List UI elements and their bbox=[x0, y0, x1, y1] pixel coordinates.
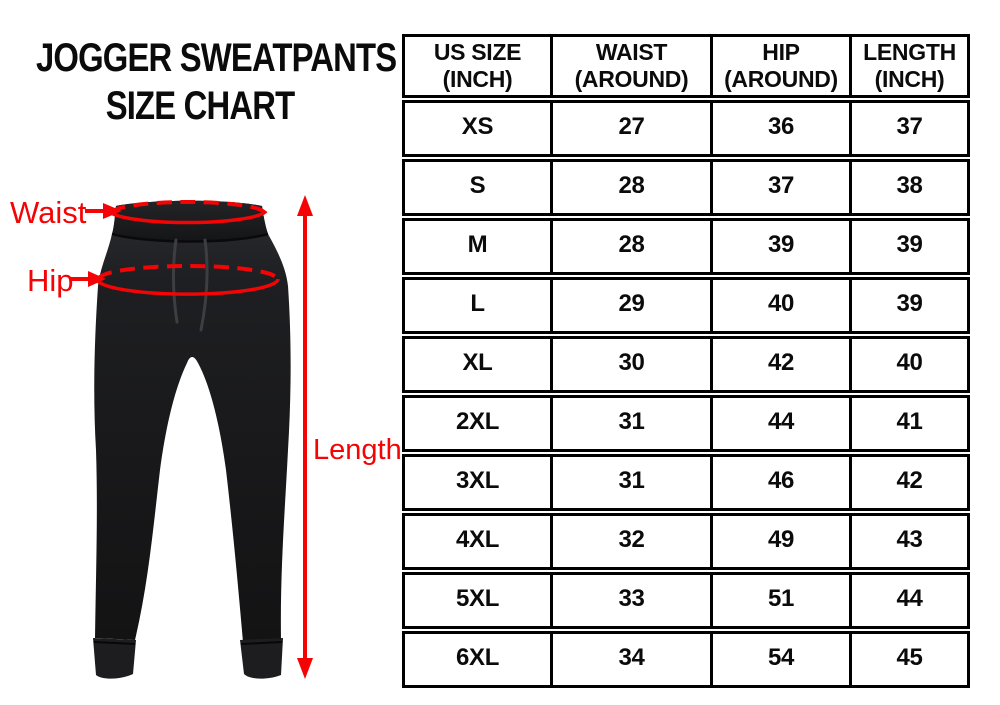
hip-ellipse-solid bbox=[95, 278, 280, 296]
waist-cell: 33 bbox=[553, 575, 713, 626]
hip-cell: 42 bbox=[713, 339, 852, 390]
pants-illustration bbox=[93, 200, 291, 679]
length-label: Length bbox=[313, 434, 400, 466]
table-row: S 28 37 38 bbox=[402, 159, 970, 216]
header-waist: WAIST (AROUND) bbox=[553, 37, 713, 95]
waist-cell: 34 bbox=[553, 634, 713, 685]
size-cell: 3XL bbox=[405, 457, 553, 508]
length-cell: 45 bbox=[896, 644, 923, 671]
waist-cell: 30 bbox=[553, 339, 713, 390]
size-cell: L bbox=[405, 280, 553, 331]
table-row: M 28 39 39 bbox=[402, 218, 970, 275]
header-length-line2: (INCH) bbox=[874, 66, 945, 92]
length-cell: 43 bbox=[896, 526, 923, 553]
size-cell: S bbox=[405, 162, 553, 213]
size-cell: 4XL bbox=[405, 516, 553, 567]
size-cell: 5XL bbox=[405, 575, 553, 626]
hip-cell: 36 bbox=[713, 103, 852, 154]
hip-cell: 54 bbox=[713, 634, 852, 685]
waist-ellipse-solid bbox=[107, 209, 268, 225]
header-waist-line2: (AROUND) bbox=[574, 66, 689, 92]
pants-body bbox=[94, 200, 291, 642]
drawstring-right-icon bbox=[199, 238, 209, 332]
waist-cell: 28 bbox=[553, 221, 713, 272]
measurement-annotations: Waist Hip Length bbox=[10, 195, 400, 679]
page-title: JOGGER SWEATPANTS SIZE CHART bbox=[36, 34, 397, 130]
size-chart-table: US SIZE (INCH) WAIST (AROUND) HIP (AROUN… bbox=[402, 34, 970, 688]
header-hip-line2: (AROUND) bbox=[724, 66, 838, 92]
header-us-size-line2: (INCH) bbox=[442, 66, 513, 92]
table-row: 6XL 34 54 45 bbox=[402, 631, 970, 688]
length-cell: 39 bbox=[896, 231, 923, 258]
hip-arrowhead-icon bbox=[88, 271, 106, 287]
page-title-line2: SIZE CHART bbox=[105, 84, 295, 128]
waistband-seam bbox=[111, 232, 269, 243]
waist-ellipse-dashed bbox=[110, 200, 266, 214]
header-us-size: US SIZE (INCH) bbox=[405, 37, 553, 95]
length-cell: 40 bbox=[896, 349, 923, 376]
header-hip: HIP (AROUND) bbox=[713, 37, 852, 95]
length-cell: 38 bbox=[896, 172, 923, 199]
drawstring-left-icon bbox=[171, 238, 179, 324]
header-length-line1: LENGTH bbox=[863, 39, 956, 65]
header-waist-line1: WAIST bbox=[595, 39, 668, 65]
waist-cell: 29 bbox=[553, 280, 713, 331]
header-hip-line1: HIP bbox=[762, 39, 800, 65]
hip-cell: 39 bbox=[713, 221, 852, 272]
hip-cell: 51 bbox=[713, 575, 852, 626]
hip-cell: 37 bbox=[713, 162, 852, 213]
hip-cell: 40 bbox=[713, 280, 852, 331]
right-cuff-seam bbox=[240, 641, 283, 645]
length-arrowhead-down-icon bbox=[297, 658, 313, 679]
header-length: LENGTH (INCH) bbox=[852, 37, 967, 95]
header-us-size-line1: US SIZE bbox=[433, 39, 522, 65]
table-header-row: US SIZE (INCH) WAIST (AROUND) HIP (AROUN… bbox=[402, 34, 970, 98]
table-row: L 29 40 39 bbox=[402, 277, 970, 334]
waist-cell: 31 bbox=[553, 457, 713, 508]
hip-ellipse-dashed bbox=[97, 264, 279, 280]
length-cell: 44 bbox=[896, 585, 923, 612]
waist-cell: 27 bbox=[553, 103, 713, 154]
size-cell: 2XL bbox=[405, 398, 553, 449]
size-cell: M bbox=[405, 221, 553, 272]
hip-cell: 46 bbox=[713, 457, 852, 508]
table-row: 2XL 31 44 41 bbox=[402, 395, 970, 452]
waist-arrowhead-icon bbox=[103, 203, 122, 219]
length-cell: 39 bbox=[896, 290, 923, 317]
length-cell: 41 bbox=[896, 408, 923, 435]
size-cell: 6XL bbox=[405, 634, 553, 685]
hip-cell: 49 bbox=[713, 516, 852, 567]
table-row: 3XL 31 46 42 bbox=[402, 454, 970, 511]
hip-label: Hip bbox=[27, 263, 74, 298]
table-row: XL 30 42 40 bbox=[402, 336, 970, 393]
hip-cell: 44 bbox=[713, 398, 852, 449]
page-title-line1: JOGGER SWEATPANTS bbox=[36, 36, 397, 80]
table-row: 4XL 32 49 43 bbox=[402, 513, 970, 570]
length-cell: 37 bbox=[896, 113, 923, 140]
length-arrowhead-up-icon bbox=[297, 195, 313, 216]
table-row: 5XL 33 51 44 bbox=[402, 572, 970, 629]
waist-cell: 32 bbox=[553, 516, 713, 567]
size-cell: XL bbox=[405, 339, 553, 390]
waist-cell: 28 bbox=[553, 162, 713, 213]
size-cell: XS bbox=[405, 103, 553, 154]
jogger-figure: Waist Hip Length bbox=[10, 195, 400, 679]
left-cuff bbox=[93, 638, 136, 679]
left-cuff-seam bbox=[93, 641, 136, 645]
waist-cell: 31 bbox=[553, 398, 713, 449]
right-cuff bbox=[240, 638, 283, 679]
figure-panel: JOGGER SWEATPANTS SIZE CHART bbox=[0, 0, 400, 705]
length-cell: 42 bbox=[896, 467, 923, 494]
waist-label: Waist bbox=[10, 195, 87, 230]
table-row: XS 27 36 37 bbox=[402, 100, 970, 157]
